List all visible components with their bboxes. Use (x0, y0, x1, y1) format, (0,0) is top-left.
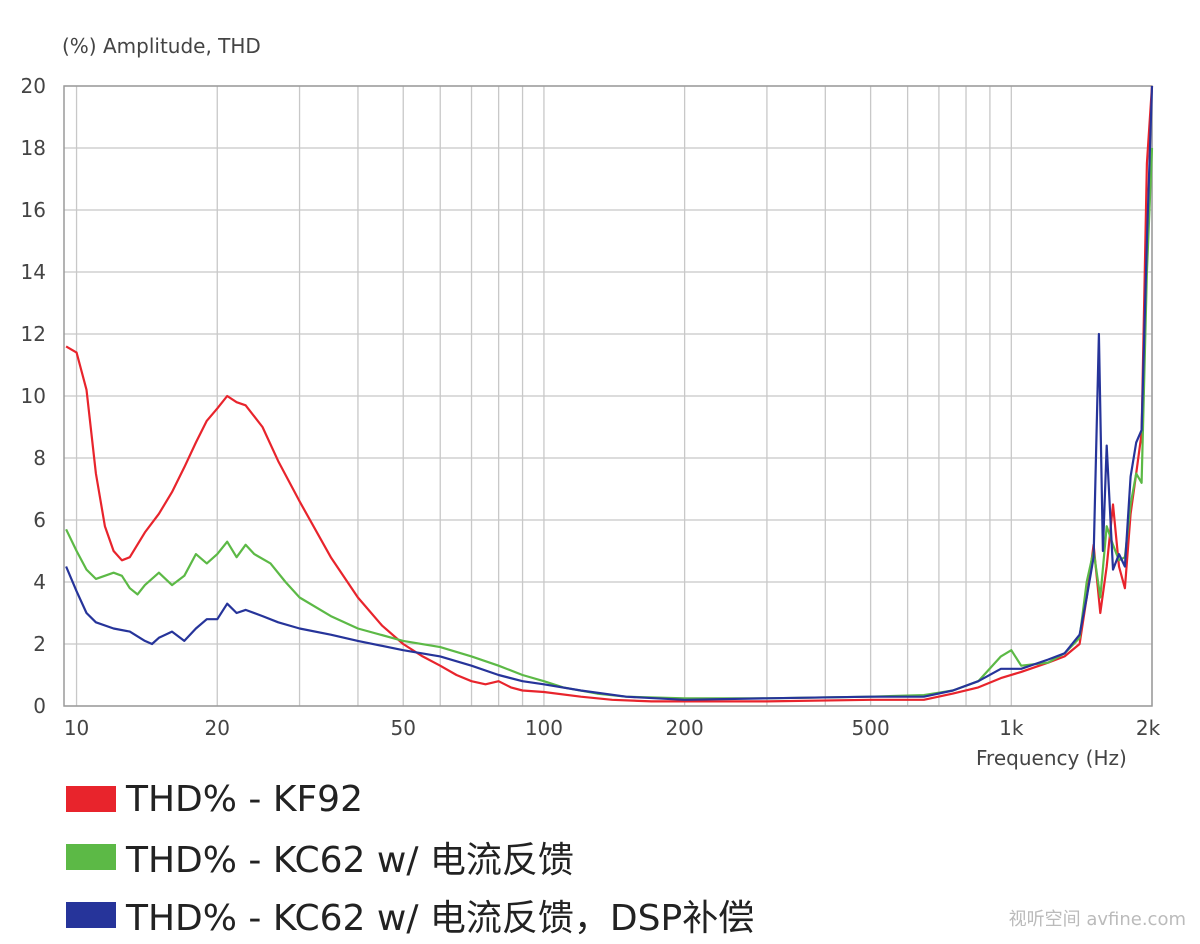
plot-frame (63, 85, 1153, 707)
y-tick-label: 20 (21, 74, 46, 98)
legend-label: THD% - KC62 w/ 电流反馈，DSP补偿 (126, 898, 755, 939)
y-tick-label: 18 (21, 136, 46, 160)
x-tick-label: 50 (391, 716, 416, 740)
y-tick-label: 0 (33, 694, 46, 718)
y-tick-label: 16 (21, 198, 46, 222)
legend-item-kc62-feedback: THD% - KC62 w/ 电流反馈 (66, 828, 754, 886)
series-line-1 (65, 147, 1154, 700)
series-line-2 (65, 85, 1154, 701)
series-line-0 (65, 85, 1154, 703)
watermark: 视听空间 avfine.com (1008, 909, 1186, 930)
y-tick-label: 6 (33, 508, 46, 532)
legend: THD% - KF92 THD% - KC62 w/ 电流反馈 THD% - K… (66, 770, 754, 944)
y-tick-label: 14 (21, 260, 46, 284)
legend-swatch-red (66, 786, 116, 812)
series-lines (65, 85, 1154, 703)
x-tick-label: 200 (666, 716, 704, 740)
x-tick-label: 1k (999, 716, 1024, 740)
x-tick-label: 20 (205, 716, 230, 740)
y-tick-label: 12 (21, 322, 46, 346)
legend-label: THD% - KF92 (126, 778, 363, 820)
y-axis-title: (%) Amplitude, THD (62, 34, 261, 58)
y-tick-label: 8 (33, 446, 46, 470)
legend-swatch-green (66, 844, 116, 870)
legend-swatch-blue (66, 902, 116, 928)
x-tick-label: 10 (64, 716, 89, 740)
legend-item-kf92: THD% - KF92 (66, 770, 754, 828)
legend-item-kc62-dsp: THD% - KC62 w/ 电流反馈，DSP补偿 (66, 886, 754, 944)
axes (63, 85, 1153, 707)
y-tick-label: 10 (21, 384, 46, 408)
tick-labels: 0 2 4 6 8 10 12 14 16 18 20 10 20 50 100 200 500 1k 2k (21, 74, 1161, 740)
y-tick-label: 4 (33, 570, 46, 594)
x-axis-title: Frequency (Hz) (976, 746, 1127, 770)
x-tick-label: 2k (1136, 716, 1161, 740)
x-tick-label: 100 (525, 716, 563, 740)
legend-label: THD% - KC62 w/ 电流反馈 (126, 840, 574, 881)
y-tick-label: 2 (33, 632, 46, 656)
x-tick-label: 500 (852, 716, 890, 740)
